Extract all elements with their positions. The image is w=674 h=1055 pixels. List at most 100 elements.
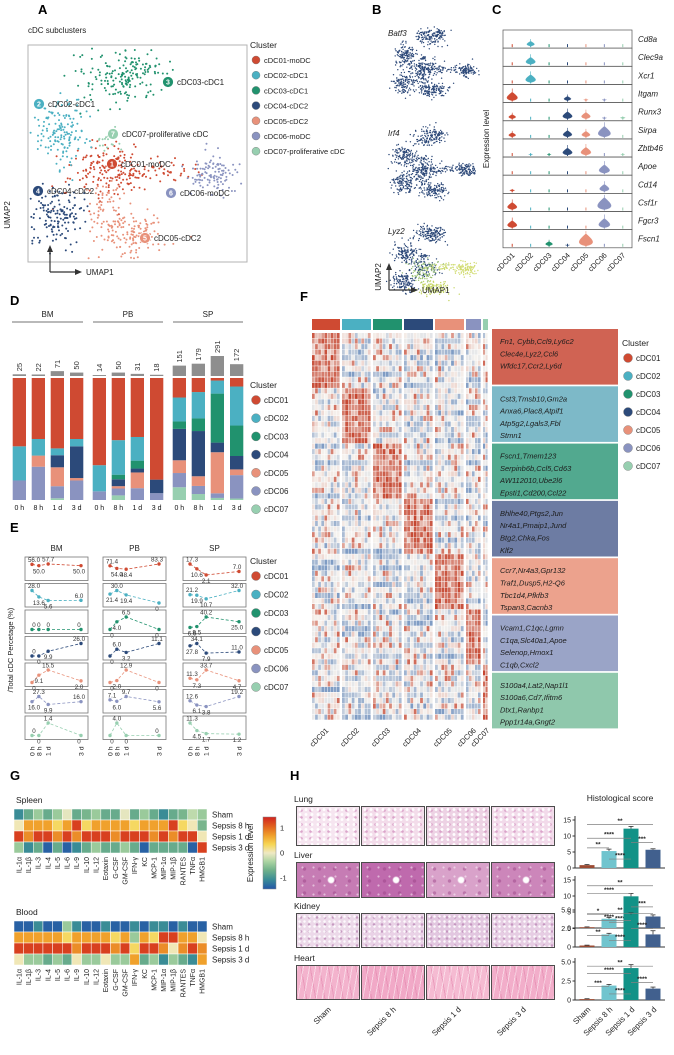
cluster-legend: Cluster cDC01-moDC cDC02-cDC1 cDC03-cDC1 cDC… [250,40,345,156]
svg-text:3.2: 3.2 [122,655,131,662]
svg-text:15.5: 15.5 [42,663,55,670]
svg-text:50: 50 [72,361,81,369]
panel-b-feature-umaps: Batf3 Irf4 Lyz2 UMAP1 UMAP2 [374,26,480,302]
svg-text:18: 18 [152,363,161,371]
panel-d-label: D [10,293,20,308]
cluster-legend: ClustercDC01cDC02cDC03cDC04cDC05cDC06cDC… [622,338,661,471]
svg-text:0: 0 [77,622,81,629]
heatmap-cells [312,333,488,720]
svg-text:31: 31 [133,363,142,371]
svg-text:179: 179 [194,348,203,361]
svg-text:7.1: 7.1 [108,692,117,699]
svg-text:PB: PB [129,544,140,553]
svg-text:0: 0 [32,649,36,656]
panel-c-violins: Cd8a Clec9a Xcr1 Itgam Runx3 Sirpa Zbtb46 Apoe C… [482,29,663,274]
stacked-bar-BM-1 d: 71 1 d [50,360,64,512]
violin-row-Fscn1: Fscn1 [502,229,660,249]
svg-text:6.1: 6.1 [193,708,202,715]
stacked-bar-BM-0 h: 25 0 h [12,363,26,512]
svg-text:Itgam: Itgam [638,90,658,99]
histology-image-heart-sepsis-3-d [491,965,555,1000]
svg-text:6.5: 6.5 [122,610,131,617]
svg-text:cDC02: cDC02 [512,251,535,274]
violin-row-Apoe: Apoe [502,156,657,176]
legend-item: cDC02 [251,589,289,600]
line-plot-SP-cDC06: 12.6 6.1 3.8 19.2 [182,689,247,717]
legend-item: cDC06 [623,443,661,453]
legend-item: cDC07 [251,682,289,692]
svg-text:27.8: 27.8 [186,649,199,656]
svg-text:16.0: 16.0 [73,694,86,701]
svg-text:4.0: 4.0 [113,716,122,723]
svg-text:8 h: 8 h [193,505,203,512]
svg-text:11.0: 11.0 [231,644,243,651]
feature-umap-Irf4: Irf4 [387,122,476,202]
svg-text:9.1: 9.1 [35,678,44,685]
svg-text:SP: SP [209,544,220,553]
svg-text:0 h: 0 h [94,505,104,512]
svg-text:cDC04: cDC04 [264,628,289,637]
svg-text:11.3: 11.3 [186,716,198,723]
svg-text:32.0: 32.0 [231,583,244,590]
violin-row-Zbtb46: Zbtb46 [502,138,663,158]
legend-item: cDC05 [251,468,289,478]
svg-text:21.4: 21.4 [106,597,119,604]
svg-text:cDC02: cDC02 [264,414,289,423]
stacked-bar-SP-1 d: 291 1 d [210,340,224,512]
svg-text:3 d: 3 d [232,505,242,512]
svg-text:UMAP1: UMAP1 [422,286,450,295]
svg-text:6.0: 6.0 [113,642,122,649]
svg-text:7.0: 7.0 [233,564,242,571]
umap-axes: UMAP1 UMAP2 [3,201,114,277]
legend-item: cDC07 [251,504,289,514]
svg-text:cDC01-moDC: cDC01-moDC [121,160,171,169]
svg-text:12.6: 12.6 [186,693,199,700]
panel-b-label: B [372,2,382,17]
line-plot-SP-cDC07: 11.3 4.5 1.7 1.2 [182,716,247,744]
score-chart-kidney: 02.55.0**************** [561,906,665,952]
gene-module-box: Cst3,Tmsb10,Gm2aAnxa6,Plac8,Atpif1Atp5g2… [492,386,618,442]
svg-text:33.7: 33.7 [200,663,213,670]
svg-text:0: 0 [46,622,50,629]
svg-text:10.7: 10.7 [200,602,213,609]
line-plot-BM-cDC01: 56.0 50.0 57.7 50.0 [24,557,89,581]
violin-row-Itgam: Itgam [502,84,658,103]
svg-text:48.4: 48.4 [120,572,133,579]
line-plot-BM-cDC06: 16.027.39.916.0 [24,689,89,714]
svg-text:PB: PB [123,310,134,319]
stacked-bar-PB-8 h: 50 8 h [111,361,125,512]
svg-text:cDC01: cDC01 [264,572,289,581]
umap-axes-b: UMAP1 UMAP2 [374,263,450,295]
svg-text:1 d: 1 d [132,505,142,512]
panel-a-umap: 3 cDC03-cDC1 2 cDC02-cDC1 7 cDC07-proliferati… [3,44,248,277]
legend-item: cDC03 [623,389,661,399]
legend-item: cDC06 [251,486,289,496]
svg-text:0 h: 0 h [174,505,184,512]
legend-item: cDC04 [251,449,289,460]
svg-text:UMAP2: UMAP2 [374,263,383,291]
svg-text:2: 2 [37,102,41,109]
panel-f-heatmap: Fn1, Cybb,Ccl9,Ly6c2Clec4e,Lyz2,Ccl6Wfdc… [308,319,618,749]
line-plot-SP-cDC03: 6.69.540.225.0 [182,610,247,637]
line-plot-PB-cDC04: 0 6.03.2 11.1 [102,636,167,666]
legend-item: cDC06 [251,663,289,674]
svg-text:cDC06: cDC06 [264,665,289,674]
svg-text:Zbtb46: Zbtb46 [637,144,663,153]
svg-text:2.1: 2.1 [202,578,211,585]
svg-text:Batf3: Batf3 [388,29,407,38]
svg-text:Sirpa: Sirpa [638,126,657,135]
svg-text:3 d: 3 d [152,505,162,512]
svg-text:0: 0 [32,622,36,629]
svg-text:Runx3: Runx3 [638,108,662,117]
svg-text:16.0: 16.0 [28,705,41,712]
legend-item: cDC07 [623,461,661,471]
svg-text:151: 151 [175,350,184,363]
cluster-annotation: 5 cDC05-cDC2 [139,232,202,244]
svg-text:1 d: 1 d [124,746,131,756]
